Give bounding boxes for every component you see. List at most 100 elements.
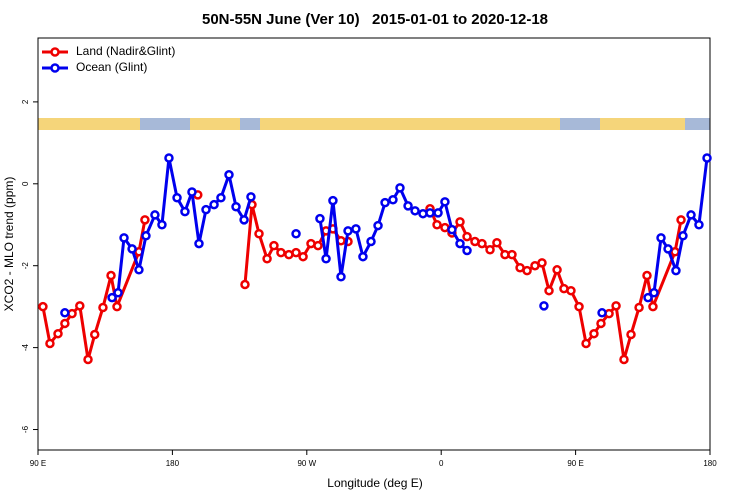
data-point <box>544 285 554 296</box>
data-point <box>656 233 666 243</box>
data-point <box>239 215 249 225</box>
data-point <box>539 301 549 311</box>
data-point <box>462 231 472 242</box>
data-point <box>276 247 286 258</box>
data-point <box>597 308 607 318</box>
data-point <box>112 301 122 312</box>
data-point <box>291 247 301 258</box>
data-point <box>328 195 338 206</box>
data-point <box>589 328 599 339</box>
data-point <box>180 206 190 217</box>
data-point <box>150 210 160 220</box>
data-point <box>596 318 606 329</box>
legend-marker <box>50 47 60 57</box>
ocean-strip <box>685 118 710 130</box>
y-tick-label: -4 <box>21 344 30 352</box>
x-tick-label: 0 <box>439 459 444 468</box>
data-point <box>343 226 353 236</box>
y-tick-label: -2 <box>21 262 30 270</box>
data-point <box>240 279 250 290</box>
legend-label: Ocean (Glint) <box>76 60 147 74</box>
legend-marker <box>50 63 60 73</box>
data-point <box>224 170 234 180</box>
data-point <box>194 238 204 249</box>
data-point <box>694 220 704 230</box>
data-point <box>373 220 383 231</box>
data-point <box>134 265 144 275</box>
x-tick-label: 180 <box>703 459 717 468</box>
data-point <box>60 318 70 329</box>
x-tick-label: 90 W <box>297 459 316 468</box>
data-point <box>626 329 636 340</box>
data-point <box>581 338 591 349</box>
data-point <box>38 301 48 312</box>
data-point <box>209 199 219 210</box>
data-point <box>141 231 151 241</box>
data-point <box>663 244 673 254</box>
data-point <box>380 197 390 208</box>
data-point <box>89 329 100 340</box>
data-point <box>485 244 495 255</box>
ocean-strip <box>140 118 190 130</box>
data-point <box>492 238 502 248</box>
data-point <box>566 285 576 296</box>
data-point <box>113 287 123 298</box>
data-point <box>254 229 264 239</box>
chart-title: 50N-55N June (Ver 10) 2015-01-01 to 2020… <box>202 11 548 28</box>
data-point <box>107 292 117 303</box>
data-point <box>676 215 686 225</box>
x-tick-label: 90 E <box>567 459 583 468</box>
data-point <box>462 245 472 256</box>
data-point <box>507 249 517 260</box>
data-point <box>425 208 435 218</box>
data-point <box>53 328 63 339</box>
data-point <box>649 287 659 298</box>
data-point <box>119 233 129 243</box>
data-point <box>395 183 405 193</box>
data-point <box>648 301 658 312</box>
y-axis-label: XCO2 - MLO trend (ppm) <box>2 177 16 312</box>
data-point <box>433 208 443 218</box>
data-point <box>455 217 465 227</box>
data-point <box>686 210 696 220</box>
data-point <box>447 224 457 235</box>
land-strip <box>38 118 710 130</box>
plot-frame <box>37 37 711 451</box>
data-point <box>67 308 77 319</box>
data-point <box>477 238 487 249</box>
data-point <box>140 215 150 225</box>
legend-label: Land (Nadir&Glint) <box>76 44 175 58</box>
data-point <box>366 236 376 247</box>
data-point <box>315 213 325 224</box>
data-point <box>298 251 308 262</box>
data-point <box>98 302 108 313</box>
data-point <box>410 206 420 216</box>
x-tick-label: 180 <box>166 459 180 468</box>
data-point <box>246 192 256 202</box>
data-point <box>552 265 562 275</box>
data-point <box>358 251 368 262</box>
data-point <box>619 354 629 365</box>
data-point <box>671 265 681 276</box>
data-point <box>187 187 197 197</box>
data-point <box>432 220 442 230</box>
data-point <box>321 253 331 264</box>
data-point <box>611 301 621 311</box>
data-point <box>172 192 182 203</box>
data-point <box>634 302 644 313</box>
data-point <box>403 201 413 211</box>
series-line <box>41 203 683 361</box>
data-point <box>45 338 55 349</box>
data-point <box>537 258 547 268</box>
data-point <box>643 292 653 303</box>
data-point <box>313 240 323 251</box>
data-point <box>201 204 211 215</box>
data-point <box>291 229 301 239</box>
ocean-strip <box>240 118 260 130</box>
data-point <box>216 192 226 203</box>
land-ocean-strip <box>38 118 710 130</box>
ocean-strip <box>560 118 600 130</box>
data-point <box>642 270 652 281</box>
data-point <box>231 201 241 212</box>
